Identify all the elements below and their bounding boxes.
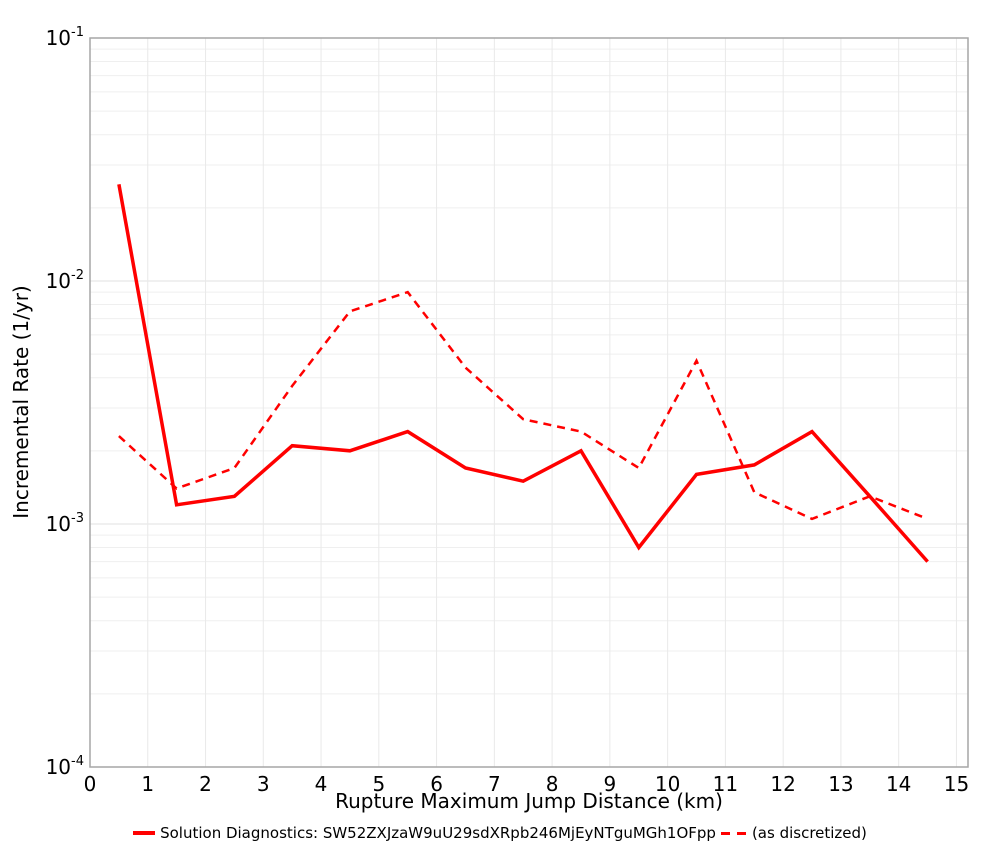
x-tick-label-2: 2: [199, 772, 212, 796]
series-solid-line: [117, 183, 929, 563]
plot-frame: [89, 37, 969, 768]
legend-solid-line-icon: [133, 831, 156, 835]
legend-entry-discretized: (as discretized): [720, 824, 867, 842]
x-tick-label-6: 6: [430, 772, 443, 796]
y-tick-label-10e-1: 10-1: [46, 25, 84, 50]
legend-dashed-line-icon: [720, 831, 747, 835]
x-tick-label-14: 14: [886, 772, 911, 796]
series-dashed-line: [118, 290, 929, 521]
legend-label-solution: Solution Diagnostics: SW52ZXJzaW9uU29sdX…: [160, 824, 716, 842]
x-tick-label-0: 0: [84, 772, 97, 796]
x-tick-label-10: 10: [655, 772, 680, 796]
x-tick-label-13: 13: [828, 772, 853, 796]
x-tick-label-9: 9: [604, 772, 617, 796]
legend: Solution Diagnostics: SW52ZXJzaW9uU29sdX…: [0, 824, 1000, 842]
legend-entry-solution: Solution Diagnostics: SW52ZXJzaW9uU29sdX…: [133, 824, 716, 842]
y-axis-title: Incremental Rate (1/yr): [9, 285, 33, 519]
y-tick-exponent: -2: [71, 268, 84, 283]
x-tick-label-5: 5: [372, 772, 385, 796]
x-tick-label-12: 12: [770, 772, 795, 796]
y-tick-label-10e-3: 10-3: [46, 511, 84, 536]
y-tick-label-10e-4: 10-4: [46, 754, 84, 779]
x-tick-label-3: 3: [257, 772, 270, 796]
y-tick-label-10e-2: 10-2: [46, 268, 84, 293]
x-tick-label-15: 15: [944, 772, 969, 796]
legend-label-discretized: (as discretized): [751, 824, 867, 842]
x-axis-title: Rupture Maximum Jump Distance (km): [335, 789, 723, 813]
x-tick-label-11: 11: [713, 772, 738, 796]
x-tick-label-7: 7: [488, 772, 501, 796]
y-tick-exponent: -1: [71, 25, 84, 40]
y-tick-exponent: -3: [71, 511, 84, 526]
x-tick-label-1: 1: [141, 772, 154, 796]
y-tick-exponent: -4: [71, 754, 84, 769]
x-tick-label-8: 8: [546, 772, 559, 796]
x-tick-label-4: 4: [315, 772, 328, 796]
